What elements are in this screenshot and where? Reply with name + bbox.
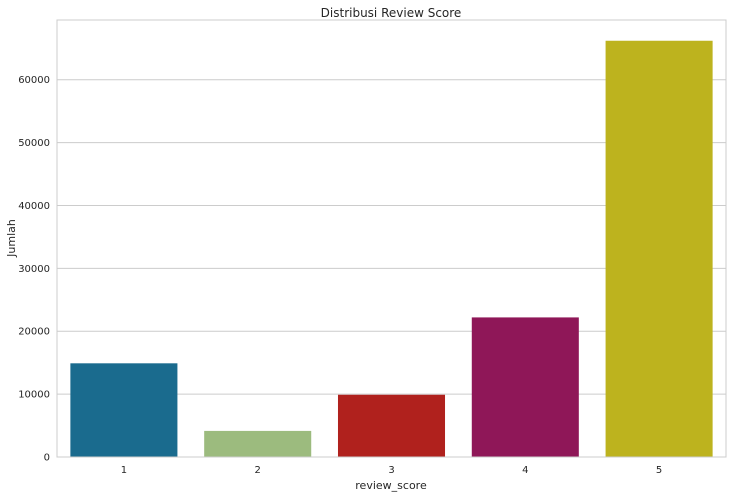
- y-tick-labels: 0 10000 20000 30000 40000 50000 60000: [18, 75, 50, 463]
- y-tick-label: 0: [44, 453, 50, 464]
- bar-score-1: [70, 363, 178, 457]
- bar-score-3: [337, 394, 446, 457]
- x-tick-labels: 1 2 3 4 5: [121, 465, 663, 476]
- y-tick-label: 10000: [18, 390, 50, 401]
- y-tick-label: 30000: [18, 264, 50, 275]
- x-tick-label: 2: [255, 465, 261, 476]
- y-tick-label: 50000: [18, 138, 50, 149]
- bar-score-5: [605, 40, 713, 458]
- y-tick-label: 60000: [18, 75, 50, 86]
- x-axis-label: review_score: [355, 479, 427, 492]
- bar-score-4: [471, 317, 579, 457]
- y-tick-label: 20000: [18, 327, 50, 338]
- bar-score-2: [204, 430, 312, 457]
- chart-title: Distribusi Review Score: [321, 6, 462, 20]
- y-axis-label: Jumlah: [5, 219, 18, 258]
- bar-layer: [70, 40, 713, 458]
- y-tick-label: 40000: [18, 201, 50, 212]
- x-tick-label: 1: [121, 465, 127, 476]
- plot-frame: [56, 19, 727, 458]
- x-tick-label: 4: [522, 465, 528, 476]
- x-tick-label: 3: [388, 465, 394, 476]
- x-tick-label: 5: [656, 465, 662, 476]
